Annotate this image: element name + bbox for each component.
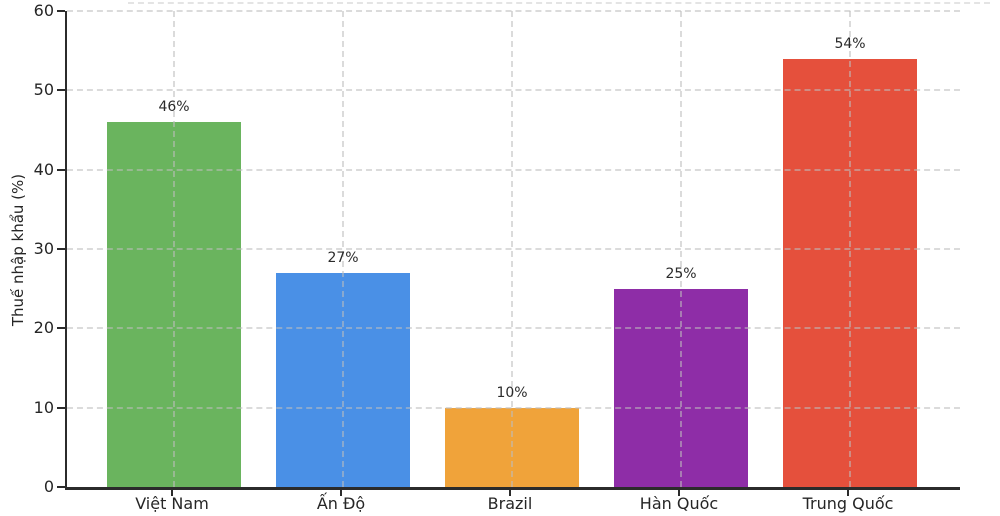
y-tick-label-40: 40 xyxy=(33,159,54,179)
h-gridline-30 xyxy=(67,248,960,250)
bar-value-label-1: 46% xyxy=(158,99,190,116)
y-tick-mark-10 xyxy=(57,406,65,409)
v-gridline-4 xyxy=(680,11,682,487)
h-gridline-60 xyxy=(67,10,960,12)
x-tick-mark-3 xyxy=(509,490,511,496)
y-tick-mark-20 xyxy=(57,327,65,330)
x-tick-label-4: Hàn Quốc xyxy=(639,494,719,513)
x-tick-label-5: Trung Quốc xyxy=(802,494,894,513)
v-gridline-2 xyxy=(342,11,344,487)
x-tick-mark-1 xyxy=(171,490,173,496)
h-gridline-10 xyxy=(67,406,960,409)
y-tick-label-50: 50 xyxy=(33,80,54,100)
x-tick-label-3: Brazil xyxy=(487,494,533,513)
bar-value-label-2: 27% xyxy=(327,249,359,266)
h-gridline-40 xyxy=(67,168,960,171)
h-gridline-50 xyxy=(67,89,960,92)
y-tick-mark-50 xyxy=(57,89,65,92)
x-tick-label-1: Việt Nam xyxy=(135,494,209,513)
y-tick-label-0: 0 xyxy=(43,477,54,496)
bar-value-label-5: 54% xyxy=(834,35,866,52)
v-gridline-5 xyxy=(849,11,851,487)
y-tick-label-20: 20 xyxy=(33,318,54,338)
bar-value-label-3: 10% xyxy=(496,384,528,401)
x-tick-mark-4 xyxy=(678,490,680,496)
x-tick-label-2: Ấn Độ xyxy=(316,494,366,513)
plot-area: 46% 27% 10% 25% 54% xyxy=(65,10,960,490)
y-tick-mark-60 xyxy=(57,10,65,12)
y-tick-mark-30 xyxy=(57,248,65,250)
y-tick-label-30: 30 xyxy=(33,239,54,258)
cropped-top-edge-artifact xyxy=(128,2,990,4)
y-tick-label-60: 60 xyxy=(33,1,54,20)
x-tick-mark-2 xyxy=(340,490,342,496)
y-tick-mark-0 xyxy=(57,486,65,488)
v-gridline-1 xyxy=(173,11,175,487)
y-tick-mark-40 xyxy=(57,168,65,171)
bar-value-label-4: 25% xyxy=(665,265,697,282)
v-gridline-3 xyxy=(511,11,513,487)
y-tick-label-10: 10 xyxy=(33,397,54,417)
h-gridline-20 xyxy=(67,327,960,330)
x-tick-mark-5 xyxy=(847,490,849,496)
